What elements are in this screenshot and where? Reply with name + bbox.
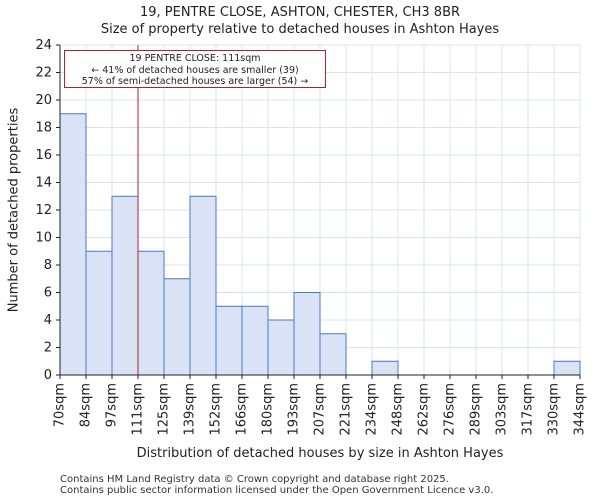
x-tick-label: 97sqm [105,383,120,427]
annotation-line-smaller: ← 41% of detached houses are smaller (39… [91,64,299,76]
y-tick-label: 6 [44,286,52,301]
histogram-bar [111,195,139,376]
histogram-bar [215,305,243,376]
x-tick-label: 166sqm [235,383,250,436]
x-tick-label: 344sqm [573,383,588,436]
histogram-bar [371,360,399,376]
bars [59,113,581,376]
histogram-bar [553,360,581,376]
y-tick-label: 22 [35,66,52,81]
histogram-bar [59,113,87,376]
histogram-bar [319,333,347,376]
y-tick-label: 8 [44,258,52,273]
annotation-box: 19 PENTRE CLOSE: 111sqm ← 41% of detache… [64,50,326,88]
histogram-bar [85,250,113,376]
y-tick-label: 10 [35,231,52,246]
histogram-bar [163,278,191,376]
histogram-bar [293,292,321,376]
chart-title-address: 19, PENTRE CLOSE, ASHTON, CHESTER, CH3 8… [139,5,461,20]
y-tick-label: 2 [44,341,52,356]
x-tick-label: 234sqm [365,383,380,436]
footer-copyright: Contains HM Land Registry data © Crown c… [60,474,449,485]
y-tick-label: 14 [35,176,52,191]
x-tick-label: 330sqm [547,383,562,436]
x-tick-label: 276sqm [443,383,458,436]
annotation-line-larger: 57% of semi-detached houses are larger (… [81,76,309,87]
x-tick-label: 152sqm [209,383,224,436]
x-tick-label: 289sqm [469,383,484,436]
y-axis-label: Number of detached properties [6,107,22,313]
x-tick-label: 317sqm [521,383,536,436]
histogram-bar [137,250,165,376]
x-tick-label: 70sqm [53,383,68,427]
annotation-line-property: 19 PENTRE CLOSE: 111sqm [129,53,261,64]
y-tick-label: 20 [35,93,52,108]
x-tick-label: 248sqm [391,383,406,436]
y-tick-label: 24 [35,38,52,53]
footer-licence: Contains public sector information licen… [60,485,494,496]
y-tick-label: 16 [35,148,52,163]
histogram-bar [267,319,295,376]
histogram-bar [189,195,217,376]
x-tick-label: 193sqm [287,383,302,436]
x-tick-label: 139sqm [183,383,198,436]
x-tick-label: 125sqm [157,383,172,436]
y-tick-label: 18 [35,121,52,136]
x-tick-label: 207sqm [313,383,328,436]
chart-title: Size of property relative to detached ho… [100,22,500,37]
x-tick-label: 262sqm [417,383,432,436]
x-tick-label: 180sqm [261,383,276,436]
x-axis-label: Distribution of detached houses by size … [136,446,504,461]
axes [56,44,581,379]
x-tick-label: 84sqm [79,383,94,427]
y-tick-label: 0 [44,368,52,383]
histogram-bar [241,305,269,376]
x-tick-label: 303sqm [495,383,510,436]
x-tick-label: 111sqm [131,383,146,436]
x-tick-label: 221sqm [339,383,354,436]
y-tick-label: 12 [35,203,52,218]
y-tick-label: 4 [44,313,52,328]
